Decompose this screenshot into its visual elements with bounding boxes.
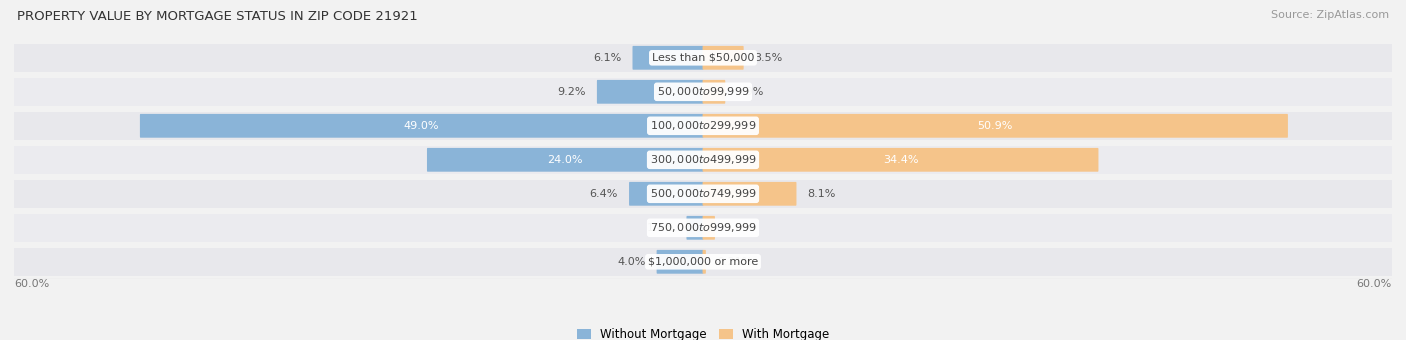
Text: Less than $50,000: Less than $50,000 xyxy=(652,53,754,63)
Text: 49.0%: 49.0% xyxy=(404,121,440,131)
Text: 1.0%: 1.0% xyxy=(725,223,754,233)
FancyBboxPatch shape xyxy=(14,248,1392,276)
Legend: Without Mortgage, With Mortgage: Without Mortgage, With Mortgage xyxy=(572,323,834,340)
Text: 60.0%: 60.0% xyxy=(1357,279,1392,289)
Text: Source: ZipAtlas.com: Source: ZipAtlas.com xyxy=(1271,10,1389,20)
FancyBboxPatch shape xyxy=(14,112,1392,140)
Text: 1.9%: 1.9% xyxy=(737,87,765,97)
Text: $750,000 to $999,999: $750,000 to $999,999 xyxy=(650,221,756,234)
Text: PROPERTY VALUE BY MORTGAGE STATUS IN ZIP CODE 21921: PROPERTY VALUE BY MORTGAGE STATUS IN ZIP… xyxy=(17,10,418,23)
Text: 3.5%: 3.5% xyxy=(755,53,783,63)
Text: 9.2%: 9.2% xyxy=(557,87,586,97)
FancyBboxPatch shape xyxy=(686,216,703,240)
Text: 60.0%: 60.0% xyxy=(14,279,49,289)
Text: $300,000 to $499,999: $300,000 to $499,999 xyxy=(650,153,756,166)
FancyBboxPatch shape xyxy=(628,182,703,206)
FancyBboxPatch shape xyxy=(703,182,796,206)
FancyBboxPatch shape xyxy=(14,214,1392,242)
Text: 4.0%: 4.0% xyxy=(617,257,645,267)
FancyBboxPatch shape xyxy=(703,216,714,240)
Text: 24.0%: 24.0% xyxy=(547,155,583,165)
FancyBboxPatch shape xyxy=(427,148,703,172)
Text: 0.21%: 0.21% xyxy=(717,257,752,267)
Text: $100,000 to $299,999: $100,000 to $299,999 xyxy=(650,119,756,132)
Text: $50,000 to $99,999: $50,000 to $99,999 xyxy=(657,85,749,98)
FancyBboxPatch shape xyxy=(14,78,1392,106)
Text: 8.1%: 8.1% xyxy=(807,189,835,199)
FancyBboxPatch shape xyxy=(703,114,1288,138)
FancyBboxPatch shape xyxy=(703,148,1098,172)
Text: 1.4%: 1.4% xyxy=(647,223,675,233)
FancyBboxPatch shape xyxy=(703,80,725,104)
FancyBboxPatch shape xyxy=(14,44,1392,72)
Text: $500,000 to $749,999: $500,000 to $749,999 xyxy=(650,187,756,200)
Text: 34.4%: 34.4% xyxy=(883,155,918,165)
FancyBboxPatch shape xyxy=(633,46,703,70)
FancyBboxPatch shape xyxy=(141,114,703,138)
Text: 6.1%: 6.1% xyxy=(593,53,621,63)
FancyBboxPatch shape xyxy=(703,250,706,274)
FancyBboxPatch shape xyxy=(703,46,744,70)
FancyBboxPatch shape xyxy=(14,180,1392,208)
FancyBboxPatch shape xyxy=(598,80,703,104)
FancyBboxPatch shape xyxy=(14,146,1392,174)
Text: $1,000,000 or more: $1,000,000 or more xyxy=(648,257,758,267)
FancyBboxPatch shape xyxy=(657,250,703,274)
Text: 50.9%: 50.9% xyxy=(977,121,1012,131)
Text: 6.4%: 6.4% xyxy=(589,189,619,199)
